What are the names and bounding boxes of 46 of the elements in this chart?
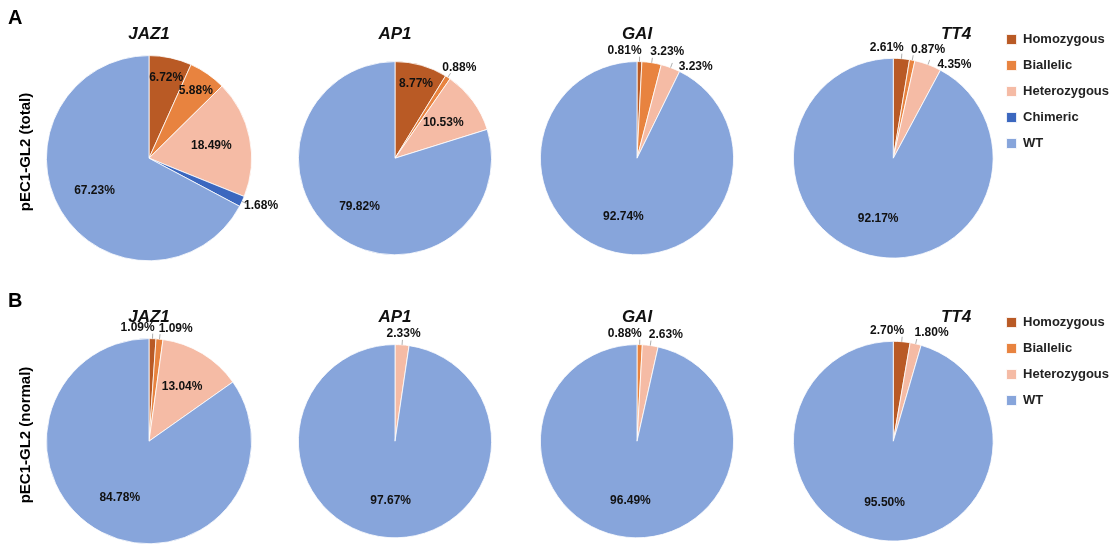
data-label: 0.87%	[911, 41, 946, 56]
data-label: 67.23%	[74, 183, 116, 198]
data-label: 5.88%	[178, 83, 214, 98]
data-label: 95.50%	[864, 494, 906, 509]
legend-label: Chimeric	[1023, 109, 1079, 125]
legend-label: WT	[1023, 135, 1044, 151]
data-label: 1.68%	[244, 198, 279, 213]
legend-label: Biallelic	[1023, 340, 1073, 356]
data-label: 18.49%	[191, 137, 233, 152]
data-label: 8.77%	[399, 76, 434, 91]
data-label: 1.80%	[914, 325, 949, 340]
data-label: 96.49%	[610, 493, 652, 508]
legend-label: Heterozygous	[1023, 83, 1110, 99]
data-label: 4.35%	[937, 56, 972, 71]
legend-label: Heterozygous	[1023, 366, 1110, 382]
data-label: 3.23%	[678, 59, 714, 74]
data-label: 97.67%	[370, 493, 412, 508]
data-label: 0.88%	[607, 325, 643, 340]
legend-label: WT	[1023, 392, 1044, 408]
data-label: 0.88%	[442, 60, 477, 75]
legend-label: Homozygous	[1023, 314, 1105, 330]
data-label: 2.63%	[648, 326, 684, 341]
data-label: 2.70%	[870, 323, 905, 338]
chart-title: GAI	[621, 306, 654, 326]
legend-label: Biallelic	[1023, 57, 1073, 73]
text: A	[8, 6, 23, 29]
text: pEC1-GL2 (normal)	[15, 366, 33, 504]
chart-title: TT4	[940, 306, 972, 326]
text: pEC1-GL2 (total)	[15, 92, 33, 212]
data-label: 10.53%	[422, 115, 464, 130]
data-label: 79.82%	[339, 198, 381, 213]
data-label: 0.81%	[607, 42, 642, 57]
data-label: 84.78%	[99, 489, 141, 504]
data-label: 2.33%	[386, 326, 421, 341]
legend-label: Homozygous	[1023, 31, 1105, 47]
data-label: 13.04%	[161, 379, 203, 394]
chart-title: AP1	[377, 306, 412, 326]
data-label: 2.61%	[869, 40, 905, 55]
text: B	[8, 289, 23, 312]
chart-title: JAZ1	[128, 23, 170, 43]
data-label: 3.23%	[650, 44, 685, 59]
chart-title: AP1	[377, 23, 412, 43]
data-label: 92.74%	[603, 208, 645, 223]
chart-title: GAI	[621, 23, 654, 43]
data-label: 92.17%	[857, 210, 899, 225]
chart-title: TT4	[940, 23, 972, 43]
